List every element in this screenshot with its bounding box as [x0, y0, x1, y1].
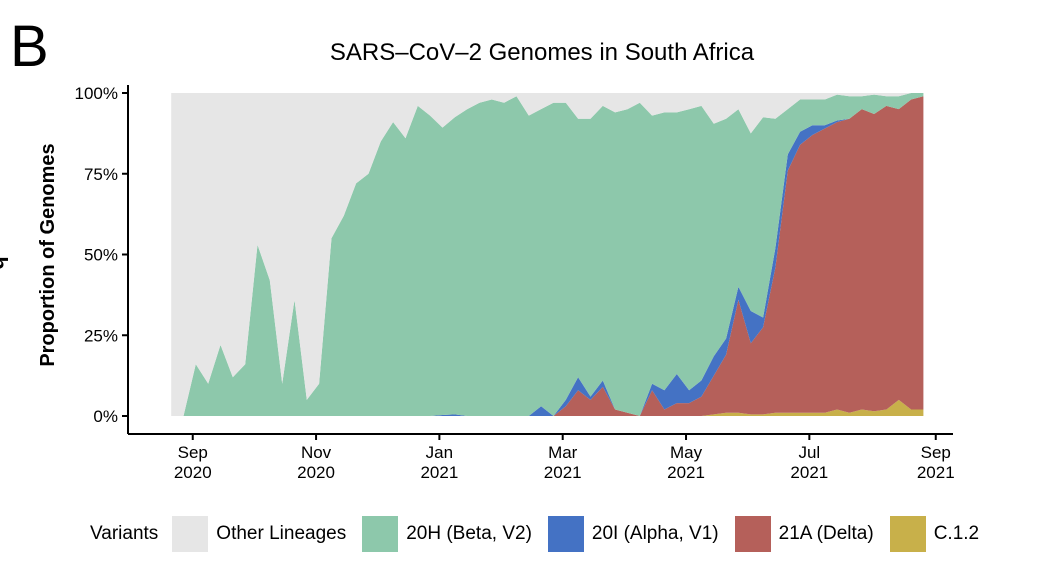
x-tick-label-month: May [670, 443, 703, 462]
y-tick-label: 0% [93, 407, 118, 426]
area-21a-delta- [171, 96, 924, 416]
legend-label-alpha: 20I (Alpha, V1) [591, 523, 719, 544]
x-tick-label-year: 2021 [420, 463, 458, 482]
x-axis: Sep2020Nov2020Jan2021Mar2021May2021Jul20… [128, 433, 955, 482]
x-tick-label-year: 2021 [544, 463, 582, 482]
y-axis: 0% 25% 50% 75% 100% [75, 84, 129, 434]
x-tick-label-month: Sep [921, 443, 951, 462]
legend-label-beta: 20H (Beta, V2) [406, 523, 532, 544]
area-20h-beta-v2- [171, 93, 924, 416]
legend-swatch-other [172, 516, 209, 552]
x-tick-label-year: 2021 [790, 463, 828, 482]
stacked-areas [171, 93, 924, 416]
x-tick-label-year: 2020 [174, 463, 212, 482]
legend-label-c12: C.1.2 [933, 523, 980, 544]
x-tick-label-year: 2021 [917, 463, 955, 482]
area-other-lineages [171, 93, 924, 416]
legend-label-delta: 21A (Delta) [778, 523, 874, 544]
x-tick-label-month: Jan [426, 443, 453, 462]
y-tick-label: 50% [84, 246, 118, 265]
x-tick-label-month: Sep [178, 443, 208, 462]
x-tick-label-month: Nov [301, 443, 332, 462]
y-tick-label: 100% [75, 84, 118, 103]
area-chart: SARS–CoV–2 Genomes in South Africa 0% 25%… [37, 39, 955, 482]
legend: Variants Other Lineages 20H (Beta, V2) 2… [90, 516, 995, 552]
legend-title: Variants [90, 523, 159, 544]
chart-title: SARS–CoV–2 Genomes in South Africa [330, 39, 755, 66]
legend-swatch-c12 [889, 516, 926, 552]
y-tick-label: 75% [84, 165, 118, 184]
legend-swatch-beta [362, 516, 399, 552]
x-tick-label-month: Mar [548, 443, 578, 462]
legend-swatch-alpha [547, 516, 584, 552]
x-tick-label-month: Jul [798, 443, 820, 462]
x-tick-label-year: 2020 [297, 463, 335, 482]
y-tick-label: 25% [84, 326, 118, 345]
legend-label-other: Other Lineages [216, 523, 347, 544]
x-tick-label-year: 2021 [667, 463, 705, 482]
legend-swatch-delta [734, 516, 771, 552]
area-c-1-2 [171, 399, 924, 416]
panel-label: B [10, 14, 49, 79]
y-axis-label: Proportion of Genomes [37, 143, 59, 366]
